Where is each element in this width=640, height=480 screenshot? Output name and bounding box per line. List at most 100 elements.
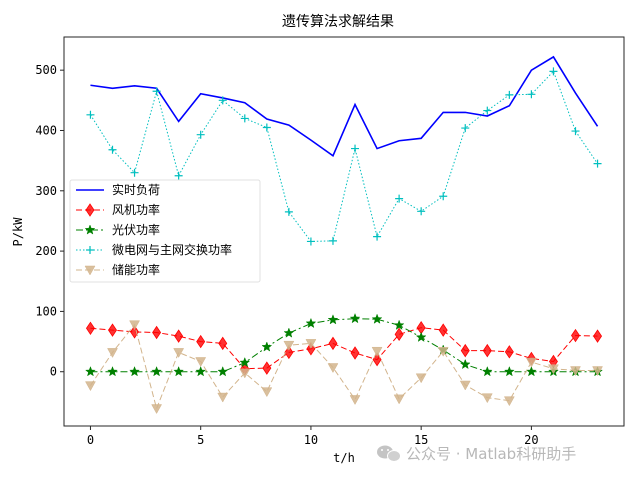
data-point xyxy=(86,110,95,119)
data-point xyxy=(306,237,315,246)
data-point xyxy=(459,380,471,391)
data-point xyxy=(174,171,183,180)
legend-label: 风机功率 xyxy=(112,202,160,217)
data-point xyxy=(482,343,492,358)
y-tick-label: 200 xyxy=(35,244,57,258)
data-point xyxy=(130,325,140,339)
data-point xyxy=(151,366,163,377)
x-axis-label: t/h xyxy=(333,451,355,465)
data-point xyxy=(239,356,251,368)
legend-label: 储能功率 xyxy=(112,262,160,277)
data-point xyxy=(218,336,228,351)
x-tick-label: 5 xyxy=(197,433,204,447)
legend-item: 光伏功率 xyxy=(76,222,160,237)
data-point xyxy=(129,366,140,377)
data-point xyxy=(195,366,207,377)
data-point xyxy=(239,368,251,379)
data-point xyxy=(593,329,603,343)
data-point xyxy=(349,395,361,405)
y-tick-label: 500 xyxy=(35,63,57,77)
series-line xyxy=(90,323,598,411)
data-point xyxy=(173,348,185,358)
x-tick-label: 20 xyxy=(524,433,538,447)
data-point xyxy=(527,90,536,99)
series-line xyxy=(90,318,598,373)
data-point xyxy=(438,323,448,337)
data-point xyxy=(85,321,95,336)
data-point xyxy=(417,207,426,216)
data-point xyxy=(415,373,427,384)
series-4 xyxy=(86,67,602,246)
wechat-icon xyxy=(377,445,401,462)
data-point xyxy=(571,127,580,136)
data-point xyxy=(129,320,140,331)
data-point xyxy=(196,334,206,349)
legend-item: 储能功率 xyxy=(76,262,160,277)
data-point xyxy=(505,90,514,99)
data-point xyxy=(240,114,249,123)
data-point xyxy=(439,192,448,201)
series-5 xyxy=(85,320,603,415)
data-point xyxy=(196,130,205,139)
data-point xyxy=(394,327,404,342)
data-point xyxy=(371,313,383,324)
data-point xyxy=(373,232,382,241)
series-1 xyxy=(90,55,599,158)
data-point xyxy=(174,329,184,343)
data-point xyxy=(305,339,317,349)
legend-marker xyxy=(86,246,94,254)
legend-label: 实时负荷 xyxy=(112,182,160,197)
legend-label: 光伏功率 xyxy=(112,222,160,237)
data-point xyxy=(108,145,117,154)
legend-item: 微电网与主网交换功率 xyxy=(76,242,232,257)
data-point xyxy=(107,348,118,358)
watermark-text: 公众号 · Matlab科研助手 xyxy=(406,445,576,463)
series-2 xyxy=(85,320,603,376)
data-point xyxy=(481,366,493,377)
data-point xyxy=(283,340,295,351)
data-point xyxy=(195,357,207,367)
data-point xyxy=(107,366,118,377)
data-point xyxy=(130,168,139,177)
data-point xyxy=(548,364,559,375)
legend-item: 实时负荷 xyxy=(76,182,160,197)
series-line xyxy=(90,327,598,370)
data-point xyxy=(593,159,602,168)
data-point xyxy=(85,381,96,392)
data-point xyxy=(437,346,449,357)
data-point xyxy=(151,404,163,415)
data-point xyxy=(459,358,471,370)
data-point xyxy=(481,393,493,404)
data-point xyxy=(152,325,162,340)
y-tick-label: 400 xyxy=(35,123,57,137)
data-point xyxy=(305,317,317,329)
data-point xyxy=(461,124,470,133)
legend-marker xyxy=(85,203,95,217)
legend-label: 微电网与主网交换功率 xyxy=(112,242,232,257)
data-point xyxy=(570,366,581,377)
data-point xyxy=(393,319,405,330)
data-point xyxy=(283,327,295,338)
data-point xyxy=(173,366,185,377)
data-point xyxy=(525,366,537,377)
data-point xyxy=(393,394,405,405)
data-point xyxy=(262,123,271,132)
y-tick-label: 0 xyxy=(50,365,57,379)
series-line xyxy=(90,55,599,158)
data-point xyxy=(108,323,117,337)
watermark: 公众号 · Matlab科研助手 xyxy=(377,445,576,463)
chart-title: 遗传算法求解结果 xyxy=(282,14,394,30)
data-point xyxy=(504,345,514,359)
data-point xyxy=(350,346,360,360)
legend-marker xyxy=(84,265,96,276)
data-point xyxy=(217,366,229,377)
data-point xyxy=(328,336,338,351)
y-tick-label: 300 xyxy=(35,184,57,198)
data-point xyxy=(571,328,580,343)
legend-box xyxy=(69,179,261,283)
data-point xyxy=(549,67,558,76)
data-point xyxy=(218,96,227,105)
data-point xyxy=(371,346,383,357)
